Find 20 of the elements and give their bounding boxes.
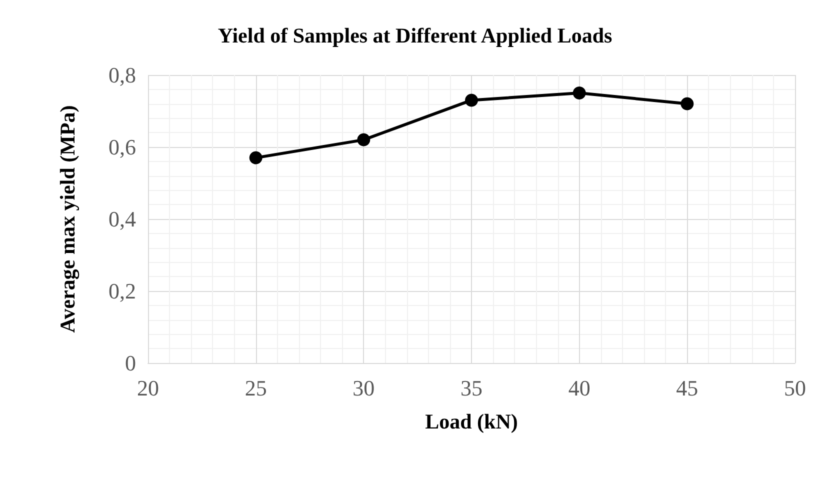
y-tick-label: 0,6 — [108, 134, 136, 160]
x-tick-label: 20 — [137, 376, 159, 400]
x-tick-label: 50 — [784, 376, 806, 400]
x-tick-label: 45 — [676, 376, 698, 400]
point — [357, 133, 370, 146]
point — [680, 97, 694, 110]
point — [572, 86, 586, 100]
y-tick-label: 0,8 — [108, 62, 136, 88]
y-tick-label: 0,2 — [108, 278, 136, 304]
y-tick-label: 0 — [125, 350, 136, 376]
point — [249, 151, 262, 164]
x-tick-label: 40 — [568, 376, 590, 400]
x-tick-label: 35 — [460, 376, 482, 400]
chart-title: Yield of Samples at Different Applied Loads — [218, 24, 612, 48]
x-tick-label: 30 — [352, 376, 375, 400]
x-tick-label: 25 — [244, 376, 267, 400]
y-axis-title: Average max yield (MPa) — [56, 105, 80, 333]
x-axis-title: Load (kN) — [425, 410, 518, 434]
y-tick-label: 0,4 — [108, 206, 136, 232]
point — [465, 94, 478, 107]
